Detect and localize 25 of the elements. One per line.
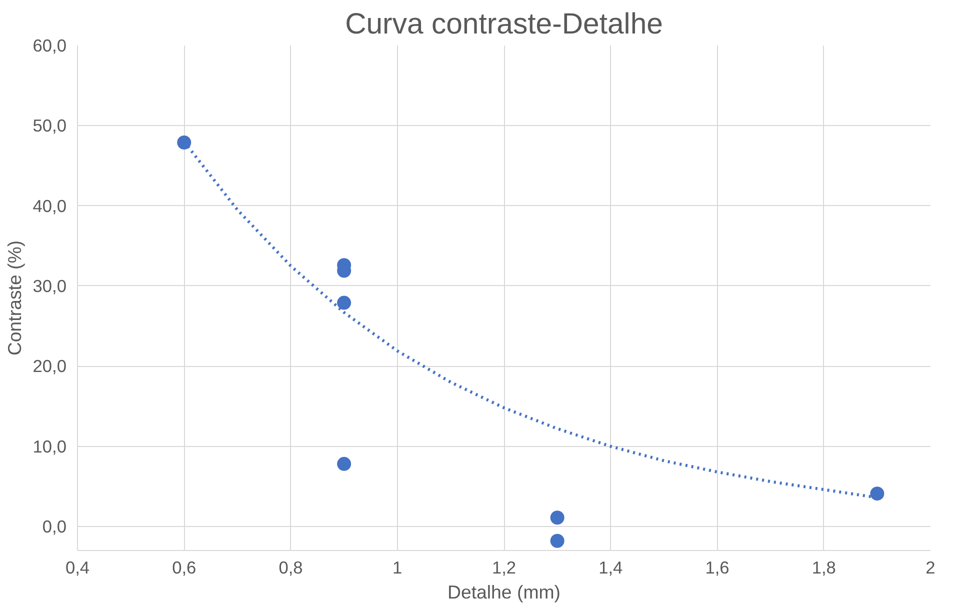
x-tick-label: 1,8 [812,558,836,578]
x-axis-title: Detalhe (mm) [448,582,561,602]
x-tick-label: 1 [392,558,402,578]
y-tick-label: 20,0 [32,356,67,376]
y-tick-label: 10,0 [32,436,67,456]
x-tick-label: 2 [926,558,936,578]
y-tick-label: 40,0 [32,196,67,216]
x-tick-label: 0,6 [172,558,196,578]
point [177,136,192,150]
point [337,296,352,310]
y-tick-label: 60,0 [32,36,67,56]
chart-title: Curva contraste-Detalhe [345,8,663,40]
y-tick-label: 50,0 [32,116,67,136]
y-tick-label: 0,0 [42,516,67,536]
point [550,510,564,525]
x-tick-label: 1,4 [598,558,624,578]
y-tick-label: 30,0 [32,276,67,296]
x-tick-label: 0,4 [65,558,90,578]
y-axis-title: Contraste (%) [4,240,25,356]
point [870,486,884,501]
x-tick-label: 1,2 [492,558,516,578]
point [337,456,352,471]
point [550,534,564,548]
x-tick-label: 0,8 [278,558,303,578]
x-tick-label: 1,6 [705,558,730,578]
